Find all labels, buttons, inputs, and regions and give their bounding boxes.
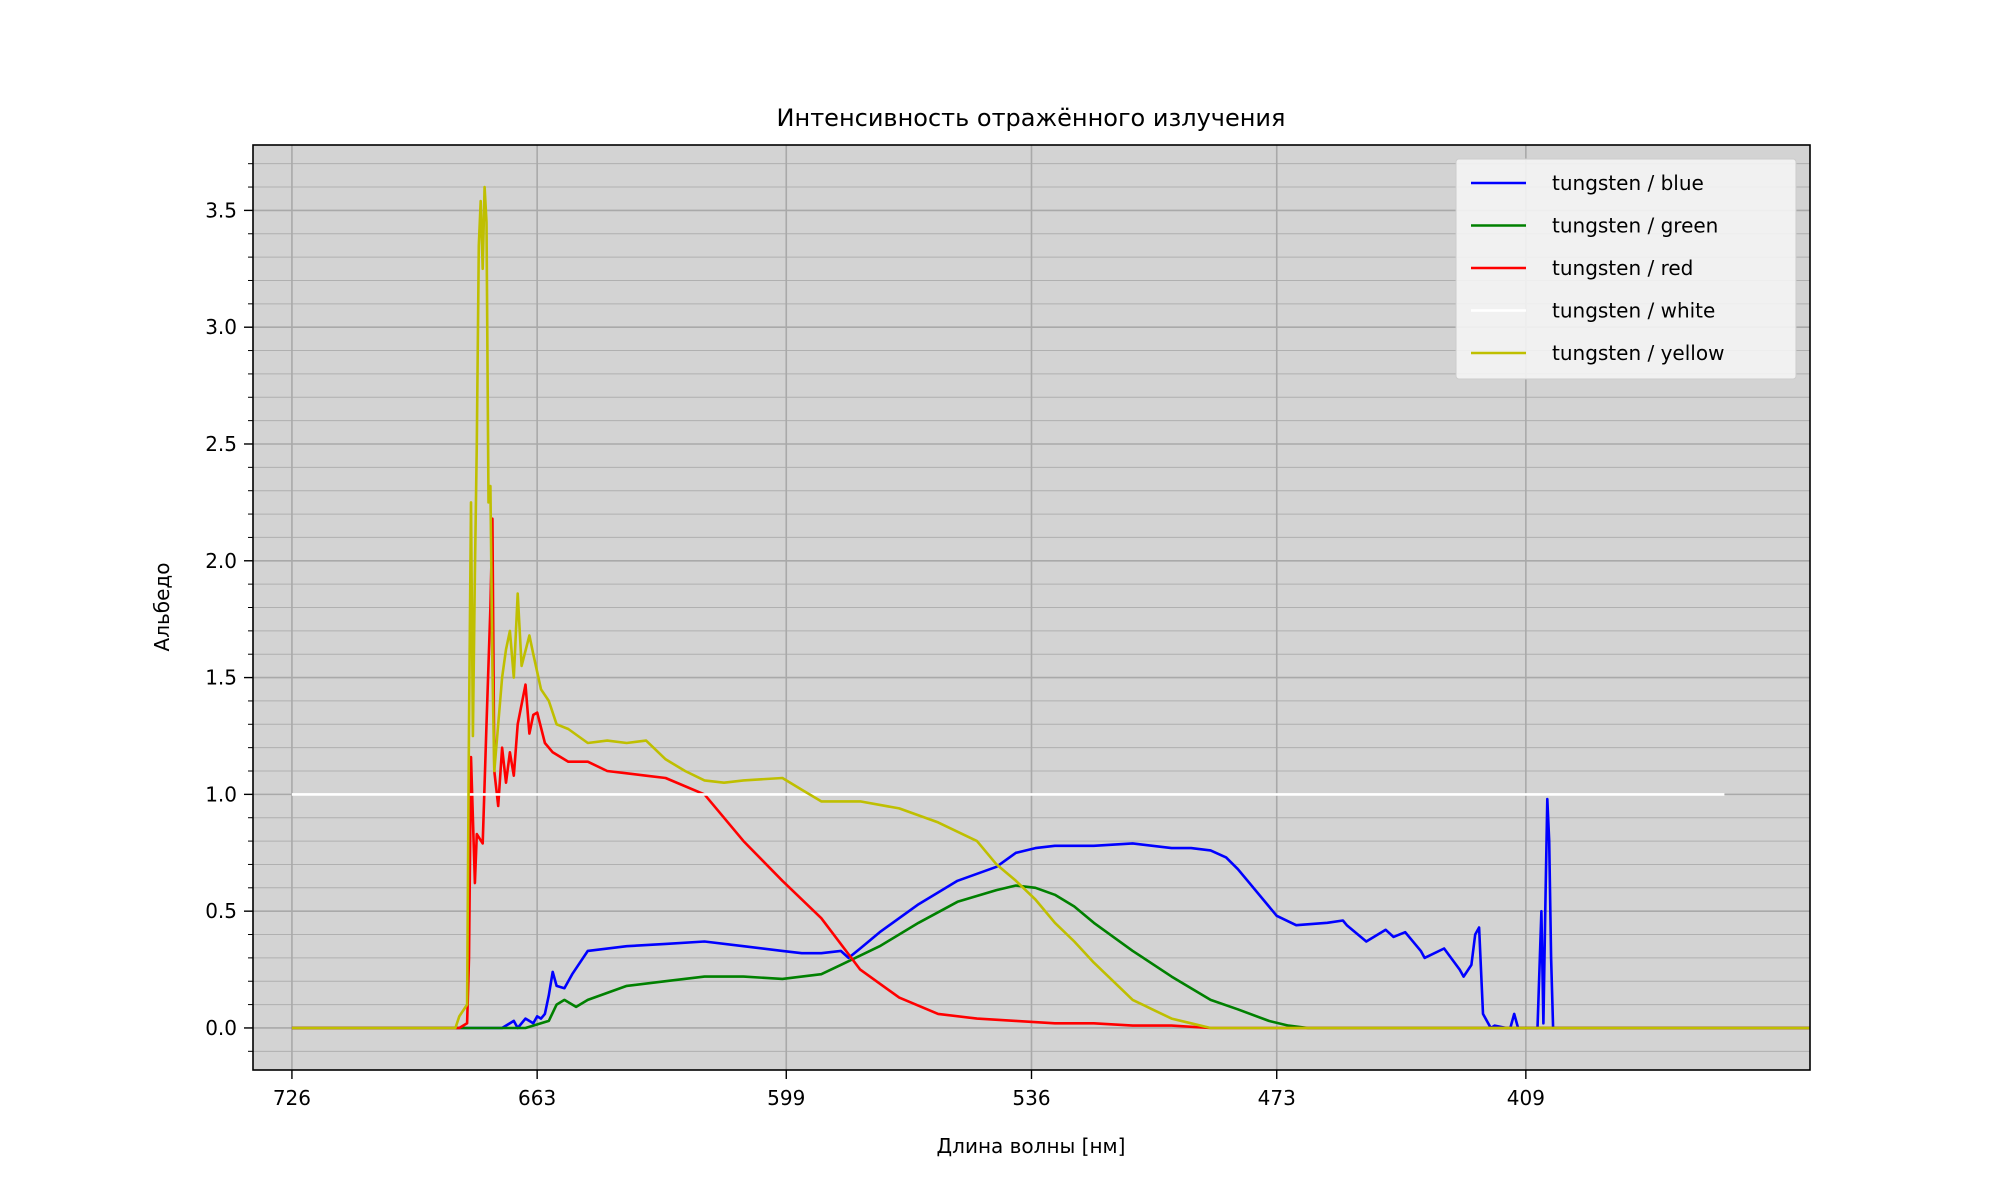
legend-label: tungsten / red bbox=[1552, 256, 1693, 280]
x-axis: 726 663 599 536 473 409 bbox=[273, 1070, 1545, 1110]
legend: tungsten / blue tungsten / green tungsten … bbox=[1455, 158, 1797, 380]
series-line-tungsten-blue bbox=[291, 797, 1810, 1030]
legend-box bbox=[1455, 158, 1797, 380]
y-tick-label: 2.5 bbox=[205, 432, 237, 456]
y-tick-label: 3.0 bbox=[205, 315, 237, 339]
x-tick-label: 473 bbox=[1258, 1086, 1296, 1110]
x-axis-label: Длина волны [нм] bbox=[937, 1134, 1126, 1158]
x-tick-label: 409 bbox=[1507, 1086, 1545, 1110]
y-tick-label: 0.0 bbox=[205, 1016, 237, 1040]
x-tick-label: 663 bbox=[518, 1086, 556, 1110]
y-axis: 0.0 0.5 1.0 1.5 2.0 2.5 3.0 3.5 bbox=[205, 163, 253, 1052]
legend-label: tungsten / yellow bbox=[1552, 341, 1724, 365]
series-line-tungsten-green bbox=[291, 884, 1810, 1030]
series-line-tungsten-red bbox=[291, 517, 1810, 1030]
y-tick-label: 3.5 bbox=[205, 198, 237, 222]
legend-label: tungsten / green bbox=[1552, 214, 1718, 238]
x-tick-label: 726 bbox=[273, 1086, 311, 1110]
chart-title: Интенсивность отражённого излучения bbox=[777, 104, 1286, 132]
legend-label: tungsten / white bbox=[1552, 299, 1715, 323]
y-tick-label: 2.0 bbox=[205, 549, 237, 573]
y-axis-label: Альбедо bbox=[150, 563, 174, 652]
legend-label: tungsten / blue bbox=[1552, 171, 1704, 195]
plot-lines bbox=[291, 185, 1810, 1030]
y-tick-label: 1.5 bbox=[205, 666, 237, 690]
x-tick-label: 536 bbox=[1012, 1086, 1050, 1110]
x-tick-label: 599 bbox=[767, 1086, 805, 1110]
series-line-tungsten-yellow bbox=[291, 185, 1810, 1030]
y-tick-label: 0.5 bbox=[205, 899, 237, 923]
y-tick-label: 1.0 bbox=[205, 782, 237, 806]
